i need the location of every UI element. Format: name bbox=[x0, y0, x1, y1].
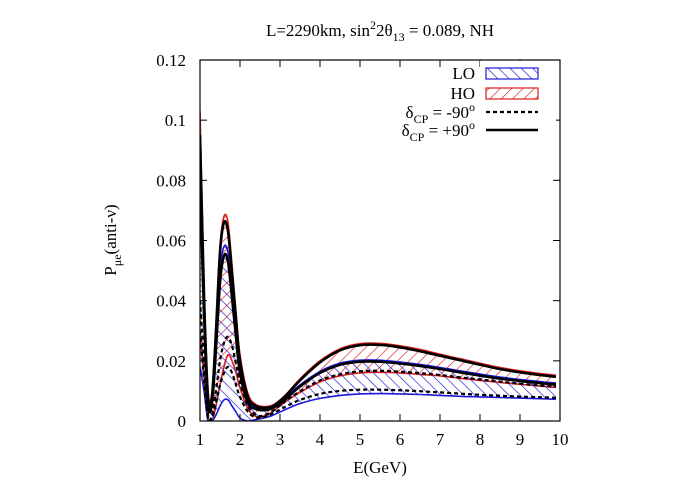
series-line-minus90-3 bbox=[200, 330, 557, 421]
legend-swatch-lo bbox=[485, 67, 539, 80]
x-tick-label: 9 bbox=[516, 430, 525, 449]
legend-label-ho: HO bbox=[450, 84, 475, 103]
x-tick-label: 1 bbox=[196, 430, 205, 449]
legend-swatch-ho bbox=[485, 87, 539, 100]
legend-label-dcp-minus90: δCP = -90o bbox=[406, 100, 475, 126]
x-tick-label: 7 bbox=[436, 430, 445, 449]
axes-layer: 1 2 3 4 5 6 7 8 9 10 0 0.02 0.04 0.06 0.08 0.1 0.12 bbox=[156, 51, 568, 449]
y-tick-label: 0.08 bbox=[156, 171, 186, 190]
x-tick-label: 6 bbox=[396, 430, 405, 449]
lo-band-fill bbox=[200, 159, 556, 421]
y-tick-label: 0.1 bbox=[165, 111, 186, 130]
y-tick-label: 0.12 bbox=[156, 51, 186, 70]
x-tick-label: 8 bbox=[476, 430, 485, 449]
x-tick-label: 10 bbox=[552, 430, 569, 449]
x-axis-label: E(GeV) bbox=[353, 458, 407, 477]
legend-label-dcp-plus90: δCP = +90o bbox=[402, 118, 475, 144]
chart-title: L=2290km, sin22θ13 = 0.089, NH bbox=[266, 18, 494, 44]
y-axis-label: Pμe(anti-ν) bbox=[101, 204, 124, 275]
ho-band-fill bbox=[200, 111, 556, 421]
lo-band-lower bbox=[200, 366, 557, 421]
x-tick-label: 5 bbox=[356, 430, 365, 449]
x-tick-label: 3 bbox=[276, 430, 285, 449]
legend-label-lo: LO bbox=[452, 64, 475, 83]
y-tick-label: 0 bbox=[178, 412, 187, 431]
y-tick-label: 0.06 bbox=[156, 232, 186, 251]
y-tick-label: 0.04 bbox=[156, 292, 186, 311]
series-line-minus90-2 bbox=[200, 300, 557, 421]
x-tick-label: 2 bbox=[236, 430, 245, 449]
legend: LO HO δCP = -90o δCP = +90o bbox=[402, 61, 556, 144]
series-line-plus90-1 bbox=[200, 180, 557, 414]
x-tick-label: 4 bbox=[316, 430, 325, 449]
y-tick-label: 0.02 bbox=[156, 352, 186, 371]
lines-layer bbox=[200, 135, 557, 421]
